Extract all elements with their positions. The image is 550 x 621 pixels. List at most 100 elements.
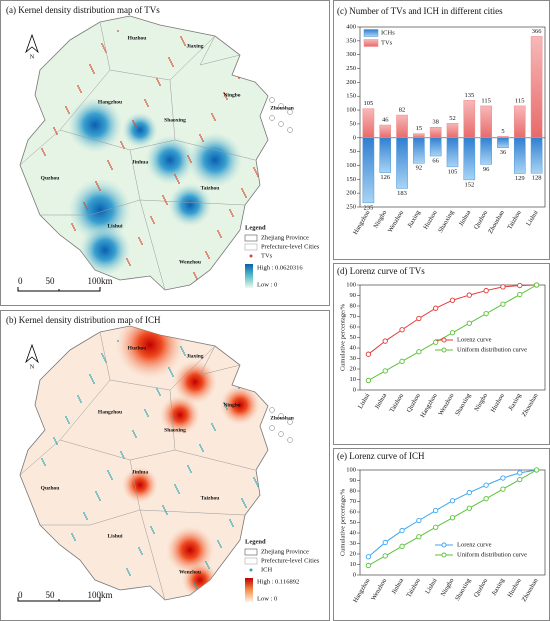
site [235, 71, 237, 73]
site [92, 380, 94, 382]
point [365, 351, 372, 357]
site [111, 478, 113, 480]
site [59, 554, 61, 556]
point [365, 562, 372, 569]
city-boundary [199, 345, 241, 376]
city-boundary [40, 509, 141, 526]
x-tick-label: Lishui [525, 209, 539, 227]
site [153, 532, 155, 534]
city-label: Shaoxing [164, 117, 186, 123]
site [236, 383, 238, 385]
site [54, 129, 56, 131]
site [175, 486, 177, 488]
point [483, 482, 489, 488]
city-label: Jiaxing [186, 43, 203, 49]
site [159, 394, 161, 396]
site [133, 122, 135, 124]
site [60, 246, 62, 248]
site [213, 427, 215, 429]
x-tick-label: Huzhou [506, 577, 523, 599]
north-arrow [25, 343, 39, 364]
point [517, 282, 523, 289]
site [193, 272, 195, 274]
y-tick-label: 40 [350, 344, 357, 351]
site [199, 444, 201, 446]
x-tick-label: Quzhou [473, 577, 490, 599]
site [208, 567, 210, 569]
y-tick-label: 70 [350, 313, 357, 320]
x-tick-label: Hangzhou [352, 209, 372, 236]
y-tick-label: 0 [353, 571, 356, 578]
site [62, 250, 64, 252]
site [211, 113, 213, 115]
site [172, 375, 174, 377]
bar [497, 137, 509, 148]
scale-label: 50 [46, 276, 56, 286]
chart-title: (d) Lorenz curve of TVs [337, 266, 425, 276]
site [95, 491, 97, 493]
x-tick-label: Jiaxing [507, 392, 523, 412]
data-label: 128 [532, 175, 542, 182]
colorbar [245, 578, 253, 602]
bar [497, 136, 509, 139]
colorbar-low: Low : 0 [257, 595, 277, 602]
site [171, 373, 173, 375]
site [202, 140, 204, 142]
site [147, 415, 149, 417]
site [141, 243, 143, 245]
x-tick-label: Jiaxing [491, 577, 507, 597]
site [206, 253, 208, 255]
site [213, 117, 215, 119]
site [169, 59, 171, 61]
site [223, 92, 225, 94]
site [85, 516, 87, 518]
point [433, 507, 439, 514]
site [256, 483, 258, 485]
island [278, 121, 284, 127]
data-label: 38 [432, 119, 439, 126]
legend-swatch [244, 548, 258, 556]
x-tick-label: Jinhua [458, 209, 473, 227]
bar [429, 137, 442, 157]
site [242, 190, 244, 192]
point [449, 515, 456, 521]
x-tick-label: Ningbo [372, 209, 388, 229]
site [68, 422, 70, 424]
site [133, 432, 135, 434]
site [217, 540, 219, 542]
site [129, 264, 131, 266]
site [101, 43, 103, 45]
legend-swatch [363, 29, 379, 37]
scale-label: 0 [18, 276, 23, 286]
x-tick-label: Wenzhou [437, 392, 456, 417]
site [84, 514, 86, 516]
site [56, 443, 58, 445]
bar [513, 105, 526, 139]
x-tick-label: Lishui [424, 577, 438, 595]
north-arrow [25, 33, 39, 54]
data-label: 46 [382, 117, 389, 124]
island [287, 109, 293, 115]
site [90, 376, 92, 378]
legend-swatch [244, 243, 258, 251]
chart-title: (e) Lorenz curve of ICH [337, 451, 425, 461]
site [207, 255, 209, 257]
hotspot [67, 97, 123, 153]
site [34, 339, 36, 341]
site [101, 353, 103, 355]
site [102, 45, 104, 47]
site [163, 197, 165, 199]
x-tick-label: Shaoxing [437, 209, 456, 234]
y-tick-label: 150 [346, 93, 356, 100]
site [92, 70, 94, 72]
site [56, 133, 58, 135]
site [98, 497, 100, 499]
legend-swatch [244, 557, 258, 565]
site [152, 530, 154, 532]
site [110, 166, 112, 168]
x-tick-label: Ningbo [473, 392, 489, 412]
site [214, 429, 216, 431]
site [78, 87, 80, 89]
site [242, 500, 244, 502]
